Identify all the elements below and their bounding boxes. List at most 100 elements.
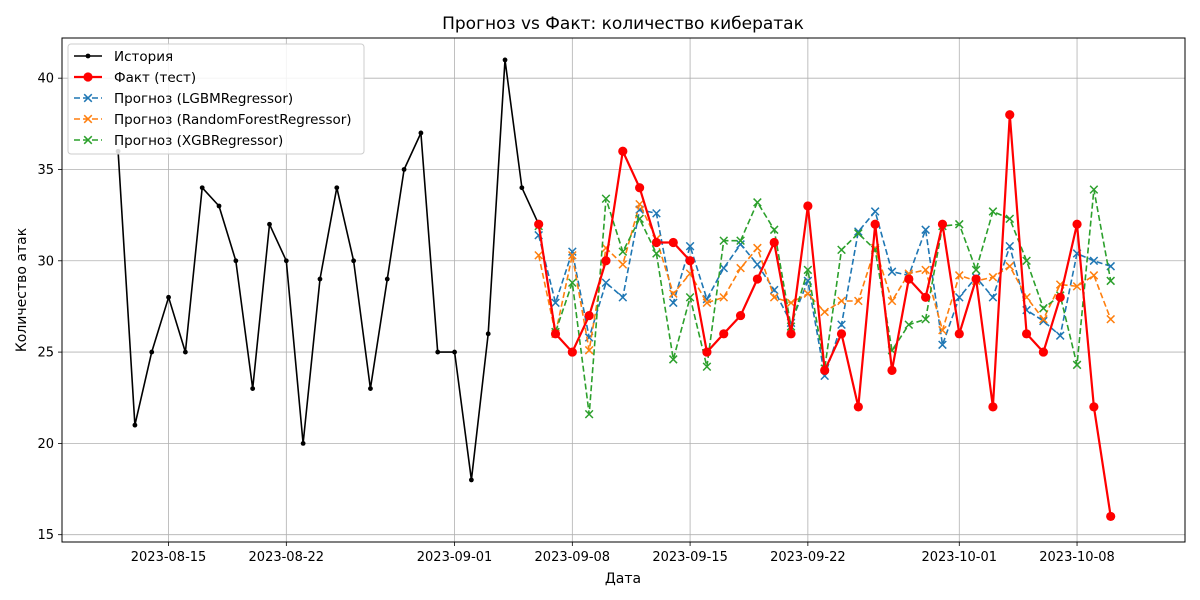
data-point — [651, 237, 662, 248]
data-point — [1055, 292, 1065, 302]
marker-stroke — [837, 320, 846, 330]
data-point — [551, 298, 560, 308]
data-point — [753, 243, 762, 253]
data-point — [452, 349, 457, 355]
x-tick-label: 2023-09-22 — [770, 550, 846, 565]
data-point — [534, 250, 544, 260]
data-point — [769, 237, 779, 248]
data-point — [837, 245, 846, 255]
data-point — [803, 289, 813, 298]
legend-marker — [85, 53, 91, 59]
y-axis-label: Количество атак — [14, 228, 30, 352]
data-point — [854, 229, 863, 238]
data-point — [736, 240, 745, 249]
marker-stroke — [988, 207, 998, 216]
data-point — [954, 292, 964, 302]
data-point — [584, 345, 594, 355]
marker-stroke — [719, 263, 729, 273]
data-point — [368, 386, 373, 392]
data-point — [988, 207, 998, 216]
y-tick-label: 30 — [37, 254, 54, 269]
data-point — [1038, 347, 1048, 357]
data-point — [300, 440, 306, 446]
series-layer — [115, 57, 1116, 522]
legend-marker — [83, 72, 93, 82]
data-point — [635, 214, 644, 224]
data-point — [803, 265, 813, 275]
marker-stroke — [1089, 256, 1099, 266]
data-point — [182, 349, 188, 355]
legend-entry: Факт (тест) — [74, 70, 196, 86]
series-1 — [534, 110, 1116, 522]
data-point — [904, 274, 914, 284]
legend-marker — [83, 93, 93, 103]
marker-stroke — [769, 225, 779, 235]
data-point — [1022, 256, 1031, 266]
marker-stroke — [1005, 261, 1015, 271]
data-point — [132, 422, 138, 428]
legend-marker — [83, 135, 93, 145]
axis-ticks: 15 20 25 30 35 40 2023-08-15 2023-08-22 2023-09-… — [37, 72, 1114, 565]
x-tick-label: 2023-10-01 — [921, 550, 997, 565]
marker-stroke — [803, 265, 813, 275]
data-point — [786, 298, 796, 308]
data-point — [166, 294, 171, 300]
marker-stroke — [584, 409, 594, 419]
data-point — [635, 199, 644, 209]
marker-stroke — [1005, 214, 1015, 224]
marker-stroke — [1039, 303, 1048, 313]
data-point — [1039, 303, 1048, 313]
data-point — [601, 194, 611, 204]
data-point — [1072, 282, 1082, 291]
marker-stroke — [83, 114, 93, 124]
marker-stroke — [736, 236, 745, 246]
data-point — [668, 289, 678, 298]
marker-stroke — [1039, 314, 1048, 324]
data-point — [1106, 276, 1116, 286]
data-point — [384, 276, 390, 282]
marker-stroke — [83, 135, 93, 145]
data-point — [567, 247, 577, 256]
x-tick-label: 2023-10-08 — [1039, 550, 1115, 565]
data-point — [567, 347, 577, 357]
data-point — [468, 477, 474, 483]
marker-stroke — [753, 243, 762, 253]
y-tick-label: 35 — [37, 163, 54, 178]
data-point — [1005, 214, 1015, 224]
data-point — [567, 250, 577, 260]
marker-stroke — [769, 285, 779, 295]
marker-stroke — [1089, 271, 1099, 280]
data-point — [988, 402, 998, 412]
data-point — [601, 256, 611, 266]
marker-stroke — [668, 355, 678, 364]
marker-stroke — [601, 278, 611, 288]
legend-label: Прогноз (RandomForestRegressor) — [114, 112, 352, 128]
data-point — [702, 347, 712, 357]
data-point — [401, 167, 407, 172]
marker-stroke — [854, 229, 863, 238]
plot-frame — [61, 37, 1186, 543]
legend-entry: Прогноз (RandomForestRegressor) — [74, 112, 352, 128]
data-point — [735, 310, 746, 321]
marker-stroke — [534, 230, 544, 240]
marker-stroke — [601, 194, 611, 204]
chart-title: Прогноз vs Факт: количество кибератак — [442, 14, 804, 34]
marker-stroke — [584, 345, 594, 355]
marker-stroke — [719, 236, 729, 246]
data-point — [550, 329, 561, 339]
data-point — [954, 271, 964, 280]
data-point — [887, 296, 897, 306]
legend-marker — [83, 114, 93, 124]
data-point — [1055, 331, 1065, 340]
marker-stroke — [887, 296, 897, 306]
marker-stroke — [1005, 241, 1015, 251]
marker-stroke — [1055, 331, 1065, 340]
data-point — [938, 340, 947, 350]
marker-stroke — [618, 260, 628, 269]
data-point — [584, 409, 594, 419]
data-point — [250, 386, 256, 392]
marker-stroke — [971, 265, 981, 275]
data-point — [853, 402, 863, 412]
data-point — [820, 365, 830, 375]
